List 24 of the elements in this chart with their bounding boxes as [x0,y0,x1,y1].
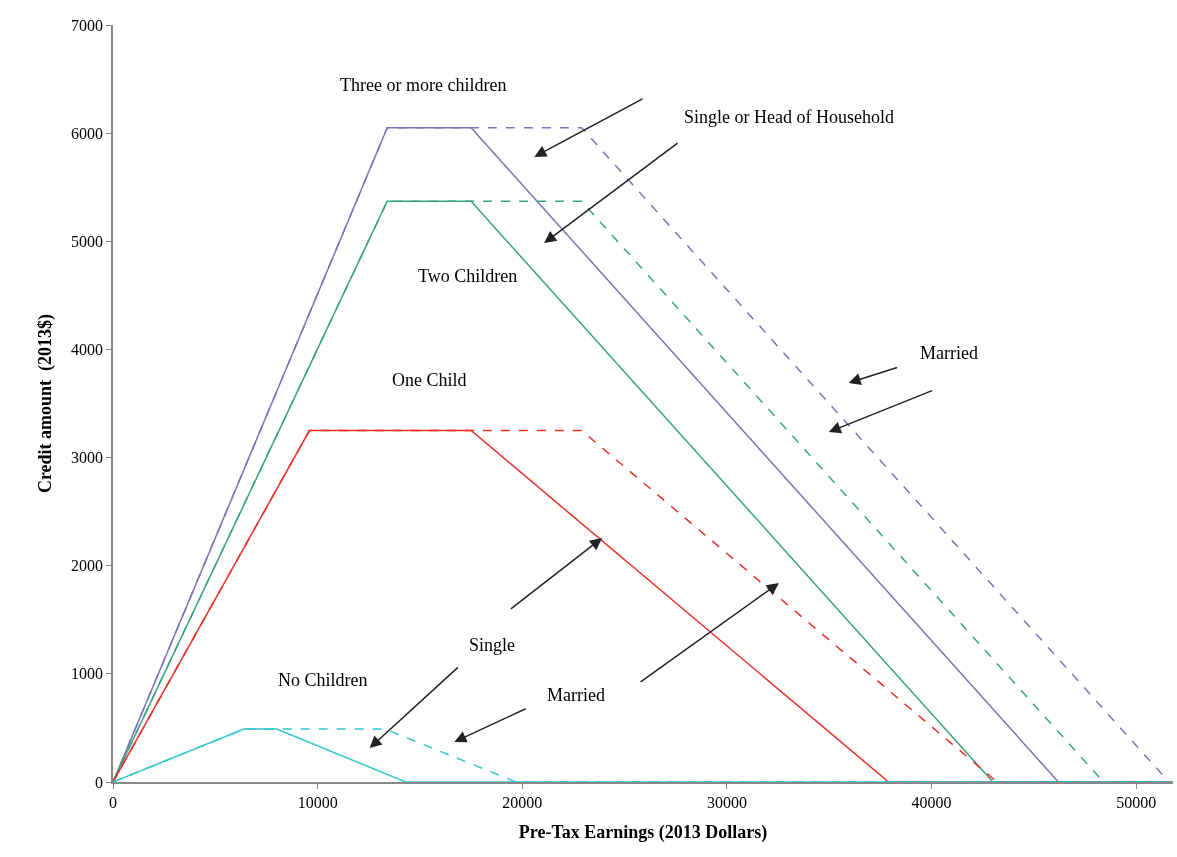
x-tick-label: 0 [109,793,117,811]
annotation: No Children [278,670,368,690]
annotation: Single or Head of Household [684,107,894,127]
y-tick-label: 6000 [71,124,104,142]
y-tick-label: 2000 [71,557,104,575]
annotation: Three or more children [340,75,507,95]
y-tick-label: 5000 [71,232,104,250]
y-tick-label: 4000 [71,341,104,359]
x-tick-label: 30000 [706,793,747,811]
annotation: One Child [392,370,467,390]
x-tick-label: 50000 [1116,793,1157,811]
annotation: Two Children [418,266,518,286]
x-axis-title: Pre-Tax Earnings (2013 Dollars) [518,821,768,843]
y-tick-label: 7000 [71,16,104,34]
y-tick-label: 3000 [71,449,104,467]
y-axis-title: Credit amount (2013$) [34,313,56,494]
annotation: Married [920,343,978,363]
y-tick-label: 1000 [71,665,104,683]
y-tick-label: 0 [95,773,104,791]
x-tick-label: 10000 [297,793,338,811]
x-tick-label: 20000 [502,793,543,811]
annotation: Single [469,635,516,655]
x-tick-label: 40000 [911,793,952,811]
annotation: Married [547,685,605,705]
